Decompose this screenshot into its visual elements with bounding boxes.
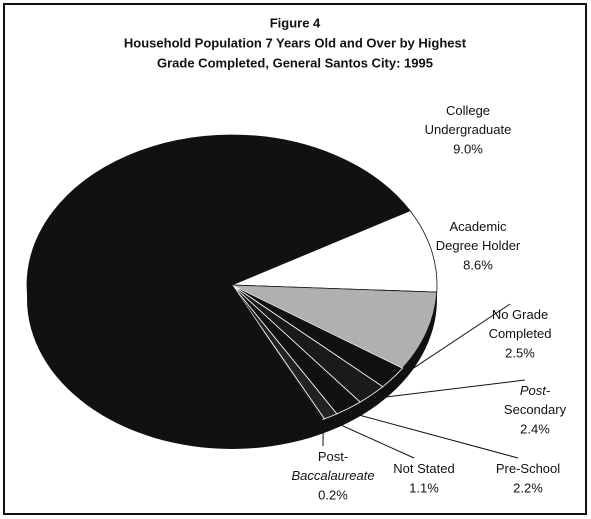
category-label: Post-Baccalaureate <box>291 449 374 483</box>
pie-slice <box>26 211 323 436</box>
pie-slice <box>231 210 438 293</box>
leader-line <box>348 411 519 459</box>
value-label: 2.5% <box>505 345 535 360</box>
leader-line <box>392 303 511 383</box>
leader-line <box>371 379 526 400</box>
value-label: 1.1% <box>409 480 439 495</box>
category-label: High School <box>170 163 240 178</box>
category-label: Not Stated <box>393 461 454 476</box>
category-label: Pre-School <box>496 461 560 476</box>
value-label: 40.3% <box>142 328 179 343</box>
value-label: 2.2% <box>513 480 543 495</box>
chart-subtitle: Grade Completed, General Santos City: 19… <box>157 55 433 70</box>
value-label: 0.2% <box>318 487 348 502</box>
chart-subtitle: Household Population 7 Years Old and Ove… <box>124 35 467 50</box>
value-label: 33.7% <box>187 182 224 197</box>
category-label: Elementary <box>127 309 193 324</box>
pie-slice <box>52 134 411 286</box>
category-label: Post-Secondary <box>504 383 567 417</box>
value-label: 2.4% <box>520 421 550 436</box>
leader-line <box>330 420 415 459</box>
category-label: College Undergraduate <box>425 103 512 137</box>
pie-slice <box>231 284 438 369</box>
value-label: 9.0% <box>453 141 483 156</box>
chart-title: Figure 4 <box>270 15 321 30</box>
value-label: 8.6% <box>463 257 493 272</box>
category-label: Academic Degree Holder <box>436 219 521 253</box>
category-label: No Grade Completed <box>489 307 552 341</box>
